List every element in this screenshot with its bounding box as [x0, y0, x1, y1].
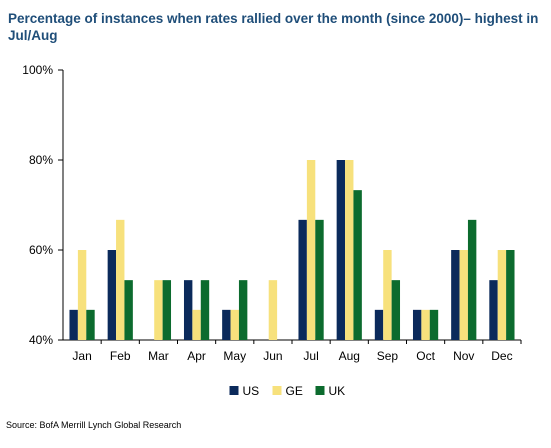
bar-uk-nov: [467, 219, 477, 340]
x-tick-labels: Jan Feb Mar Apr May Jun Jul Aug Sep Oct Nov Dec: [72, 349, 512, 363]
bar-ge-jun: [268, 280, 278, 340]
bar-us-apr: [183, 280, 193, 340]
bar-ge-mar: [154, 280, 163, 340]
bar-ge-oct: [421, 309, 430, 340]
chart-legend: US GE UK: [229, 384, 346, 398]
bar-uk-apr: [200, 280, 210, 340]
bar-uk-feb: [124, 280, 133, 340]
y-tick-label: 60%: [29, 243, 53, 257]
legend-swatch-uk: [315, 386, 325, 395]
legend-swatch-ge: [272, 386, 282, 395]
bar-ge-feb: [116, 219, 125, 340]
bar-uk-dec: [506, 250, 515, 340]
bar-us-sep: [374, 309, 384, 340]
bar-uk-sep: [391, 280, 401, 340]
x-tick-label: Mar: [148, 349, 169, 363]
bar-us-dec: [489, 280, 498, 340]
bar-ge-may: [230, 309, 239, 340]
bar-ge-nov: [459, 250, 468, 340]
legend-swatch-us: [229, 386, 239, 395]
bar-us-oct: [412, 309, 422, 340]
y-tick-label: 100%: [22, 63, 53, 77]
x-tick-label: Feb: [110, 349, 131, 363]
chart-title: Percentage of instances when rates ralli…: [8, 11, 539, 43]
x-tick-label: Nov: [453, 349, 474, 363]
bar-ge-sep: [383, 250, 392, 340]
x-tick-label: Apr: [187, 349, 206, 363]
chart-axes: [58, 69, 522, 344]
bar-ge-jan: [77, 250, 87, 340]
bar-ge-aug: [345, 160, 354, 340]
bar-uk-aug: [353, 190, 362, 340]
x-tick-label: Jan: [72, 349, 91, 363]
y-tick-labels: 40% 60% 80% 100%: [22, 63, 53, 347]
bar-uk-mar: [162, 280, 172, 340]
bar-ge-dec: [497, 250, 507, 340]
x-tick-label: Jun: [263, 349, 282, 363]
source-note: Source: BofA Merrill Lynch Global Resear…: [6, 420, 182, 430]
bar-ge-apr: [192, 309, 201, 340]
y-tick-label: 40%: [29, 333, 53, 347]
x-tick-label: Oct: [416, 349, 435, 363]
legend-label-ge: GE: [286, 384, 303, 398]
bar-us-aug: [336, 160, 346, 340]
x-tick-label: Dec: [491, 349, 512, 363]
bar-us-nov: [451, 250, 460, 340]
legend-label-us: US: [243, 384, 260, 398]
bar-us-may: [222, 309, 231, 340]
bar-ge-jul: [306, 160, 316, 340]
x-tick-label: May: [223, 349, 246, 363]
y-tick-label: 80%: [29, 153, 53, 167]
x-tick-label: Aug: [339, 349, 360, 363]
legend-label-uk: UK: [329, 384, 346, 398]
x-tick-label: Sep: [377, 349, 399, 363]
x-tick-label: Jul: [303, 349, 318, 363]
bar-us-feb: [107, 250, 117, 340]
chart-bars: [69, 160, 515, 340]
bar-uk-oct: [429, 309, 439, 340]
bar-uk-jul: [315, 219, 324, 340]
bar-us-jul: [298, 219, 307, 340]
bar-uk-may: [238, 280, 248, 340]
bar-uk-jan: [86, 309, 95, 340]
bar-us-jan: [69, 309, 78, 340]
